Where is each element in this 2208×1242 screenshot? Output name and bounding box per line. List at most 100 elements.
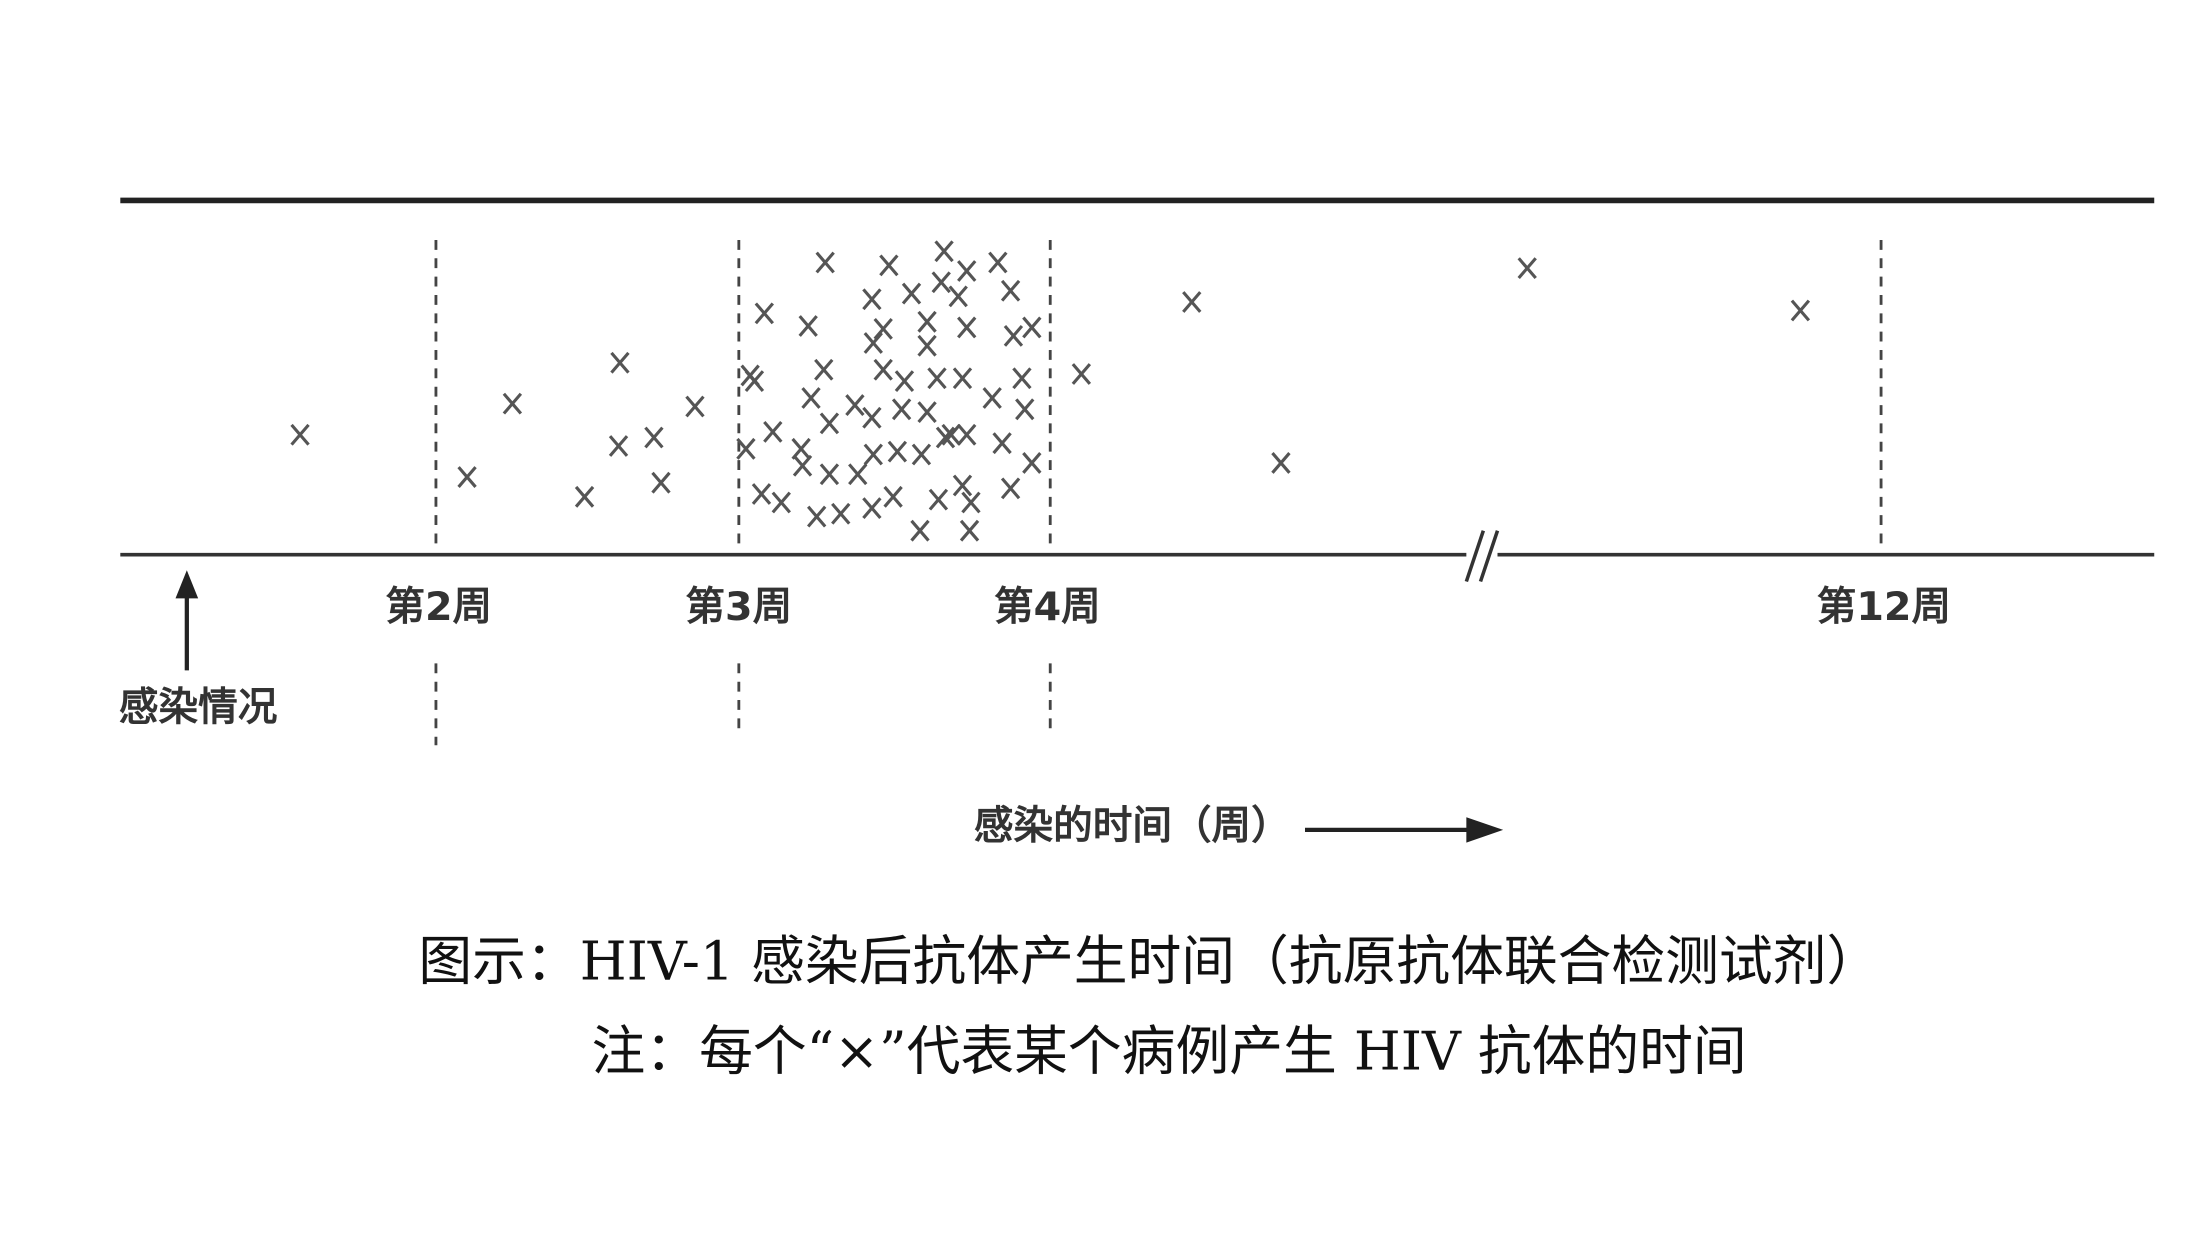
case-mark-stroke bbox=[910, 519, 930, 542]
case-mark bbox=[952, 474, 973, 497]
case-mark-stroke bbox=[457, 466, 477, 488]
case-mark-stroke bbox=[911, 443, 932, 466]
case-mark-stroke bbox=[862, 406, 882, 429]
case-mark bbox=[644, 426, 664, 449]
infection-arrow-head bbox=[175, 570, 199, 599]
case-mark bbox=[798, 315, 818, 337]
case-mark bbox=[845, 394, 865, 416]
case-mark bbox=[1022, 316, 1042, 339]
case-mark bbox=[1000, 477, 1021, 500]
week-label: 第4周 bbox=[994, 584, 1101, 630]
case-mark-stroke bbox=[952, 367, 973, 390]
case-mark bbox=[948, 285, 968, 308]
case-mark bbox=[931, 271, 951, 294]
case-mark-stroke bbox=[863, 332, 883, 354]
case-mark bbox=[982, 387, 1002, 409]
case-mark bbox=[873, 358, 893, 381]
case-mark-stroke bbox=[988, 251, 1008, 274]
case-mark-stroke bbox=[1790, 299, 1811, 322]
case-mark-stroke bbox=[290, 423, 310, 446]
case-mark-stroke bbox=[873, 358, 893, 381]
case-mark bbox=[917, 401, 937, 424]
case-mark-stroke bbox=[927, 367, 947, 390]
case-mark-stroke bbox=[502, 392, 523, 415]
case-mark bbox=[771, 491, 791, 514]
week-label: 第12周 bbox=[1817, 584, 1951, 630]
case-mark bbox=[928, 488, 949, 511]
case-mark-stroke bbox=[807, 505, 827, 528]
case-mark bbox=[910, 519, 930, 542]
case-mark-stroke bbox=[754, 302, 774, 325]
case-marks bbox=[290, 240, 1811, 542]
case-mark-stroke bbox=[685, 395, 705, 418]
case-mark bbox=[1271, 452, 1291, 474]
case-mark-stroke bbox=[1000, 279, 1021, 302]
case-mark bbox=[801, 387, 821, 409]
case-mark-stroke bbox=[771, 491, 791, 514]
case-mark bbox=[1182, 291, 1202, 313]
case-mark-stroke bbox=[959, 519, 980, 542]
case-mark-stroke bbox=[763, 420, 783, 443]
axis-break bbox=[1478, 530, 1500, 583]
case-mark bbox=[1003, 325, 1024, 347]
case-mark-stroke bbox=[935, 426, 956, 449]
case-mark bbox=[574, 485, 595, 508]
case-mark bbox=[862, 288, 882, 311]
case-mark bbox=[685, 395, 705, 418]
case-mark bbox=[763, 420, 783, 443]
case-mark bbox=[848, 463, 868, 486]
case-mark-stroke bbox=[891, 398, 912, 421]
case-mark bbox=[992, 432, 1012, 455]
case-mark-stroke bbox=[751, 483, 772, 505]
case-mark-stroke bbox=[948, 285, 968, 308]
case-mark bbox=[863, 332, 883, 354]
week-label: 第2周 bbox=[385, 584, 492, 630]
diagram: 第2周 第3周 第4周 第12周 感染情况 感染的时间（周） 图示：HIV-1 … bbox=[119, 197, 2155, 1083]
case-mark bbox=[819, 412, 840, 435]
case-mark bbox=[754, 302, 774, 325]
case-mark bbox=[1015, 398, 1035, 421]
case-mark-stroke bbox=[928, 488, 949, 511]
case-mark bbox=[1012, 367, 1032, 390]
case-mark bbox=[1071, 363, 1092, 385]
case-mark bbox=[457, 466, 477, 488]
case-mark-stroke bbox=[815, 251, 835, 274]
case-mark-stroke bbox=[883, 485, 903, 508]
case-mark-stroke bbox=[894, 370, 915, 392]
case-mark bbox=[744, 370, 765, 392]
case-mark-stroke bbox=[901, 282, 922, 305]
case-mark-stroke bbox=[952, 474, 973, 497]
case-mark bbox=[957, 260, 977, 282]
case-mark-stroke bbox=[798, 315, 818, 337]
case-mark bbox=[879, 254, 899, 277]
case-mark-stroke bbox=[608, 435, 629, 457]
case-mark bbox=[751, 483, 772, 505]
case-mark-stroke bbox=[863, 443, 883, 466]
week-label: 第3周 bbox=[685, 584, 792, 630]
case-mark-stroke bbox=[1271, 452, 1291, 474]
case-mark bbox=[736, 437, 756, 460]
case-mark-stroke bbox=[1003, 325, 1024, 347]
case-mark-stroke bbox=[1022, 452, 1042, 474]
case-mark-stroke bbox=[1015, 398, 1035, 421]
case-mark bbox=[959, 519, 980, 542]
case-mark-stroke bbox=[862, 288, 882, 311]
case-mark-stroke bbox=[845, 394, 865, 416]
case-mark-stroke bbox=[1517, 257, 1537, 280]
case-mark bbox=[883, 485, 903, 508]
case-mark-stroke bbox=[651, 471, 671, 494]
case-mark bbox=[862, 497, 882, 519]
case-mark-stroke bbox=[792, 454, 813, 477]
case-mark bbox=[792, 454, 813, 477]
case-mark bbox=[917, 334, 937, 357]
case-mark-stroke bbox=[819, 412, 840, 435]
case-mark bbox=[1790, 299, 1811, 322]
case-mark-stroke bbox=[982, 387, 1002, 409]
case-mark bbox=[608, 435, 629, 457]
case-mark-stroke bbox=[801, 387, 821, 409]
case-mark bbox=[901, 282, 922, 305]
case-mark bbox=[961, 491, 981, 514]
case-mark-stroke bbox=[1012, 367, 1032, 390]
case-mark-stroke bbox=[644, 426, 664, 449]
case-mark bbox=[957, 423, 977, 446]
